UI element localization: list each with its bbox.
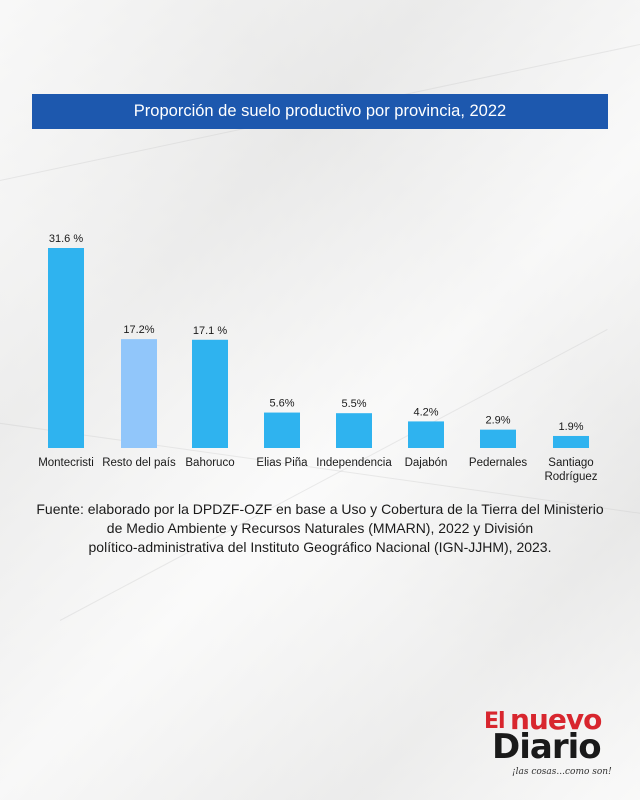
data-label: 2.9% (485, 415, 510, 427)
category-label: Dajabón (405, 457, 448, 469)
source-line: de Medio Ambiente y Recursos Naturales (… (106, 520, 534, 536)
category-label: Montecristi (38, 457, 94, 469)
category-label: Resto del país (102, 457, 176, 469)
bar-pedernales (480, 429, 516, 448)
logo-nuevo-text: nuevo (510, 703, 602, 736)
logo-el-text: El (484, 709, 506, 734)
bar-montecristi (48, 248, 84, 448)
chart-title: Proporción de suelo productivo por provi… (133, 102, 507, 120)
data-label: 17.2% (123, 324, 154, 336)
bar-resto-del-pa-s (121, 339, 157, 448)
category-label: Independencia (316, 457, 392, 469)
data-label: 17.1 % (193, 325, 227, 337)
category-label: Bahoruco (185, 457, 234, 469)
bar-chart: 31.6 % Montecristi 17.2% Resto del país 17.1… (38, 233, 598, 483)
data-label: 4.2% (413, 406, 438, 418)
el-nuevo-diario-logo: El nuevo Diario ¡las cosas...como son! (478, 703, 618, 787)
data-label: 5.5% (341, 398, 366, 410)
bar-bahoruco (192, 339, 228, 448)
bar-dajab-n (408, 421, 444, 448)
source-line: Fuente: elaborado por la DPDZF-OZF en ba… (36, 501, 604, 517)
data-label: 1.9% (558, 421, 583, 433)
data-label: 31.6 % (49, 233, 83, 245)
category-label: Elias Piña (256, 457, 308, 469)
bar-elias-pi-a (264, 412, 300, 448)
category-label: Pedernales (469, 457, 527, 469)
category-label: Santiago Rodríguez (544, 457, 597, 483)
logo-diario-text: Diario (492, 727, 602, 767)
logo-tagline: ¡las cosas...como son! (512, 767, 612, 777)
data-label: 5.6% (269, 398, 294, 410)
source-note: Fuente: elaborado por la DPDZF-OZF en ba… (32, 500, 608, 557)
bar-santiago-rodr-guez (553, 435, 589, 448)
bar-independencia (336, 413, 372, 448)
source-line: político-administrativa del Instituto Ge… (88, 539, 552, 555)
chart-title-bar: Proporción de suelo productivo por provi… (32, 94, 608, 129)
